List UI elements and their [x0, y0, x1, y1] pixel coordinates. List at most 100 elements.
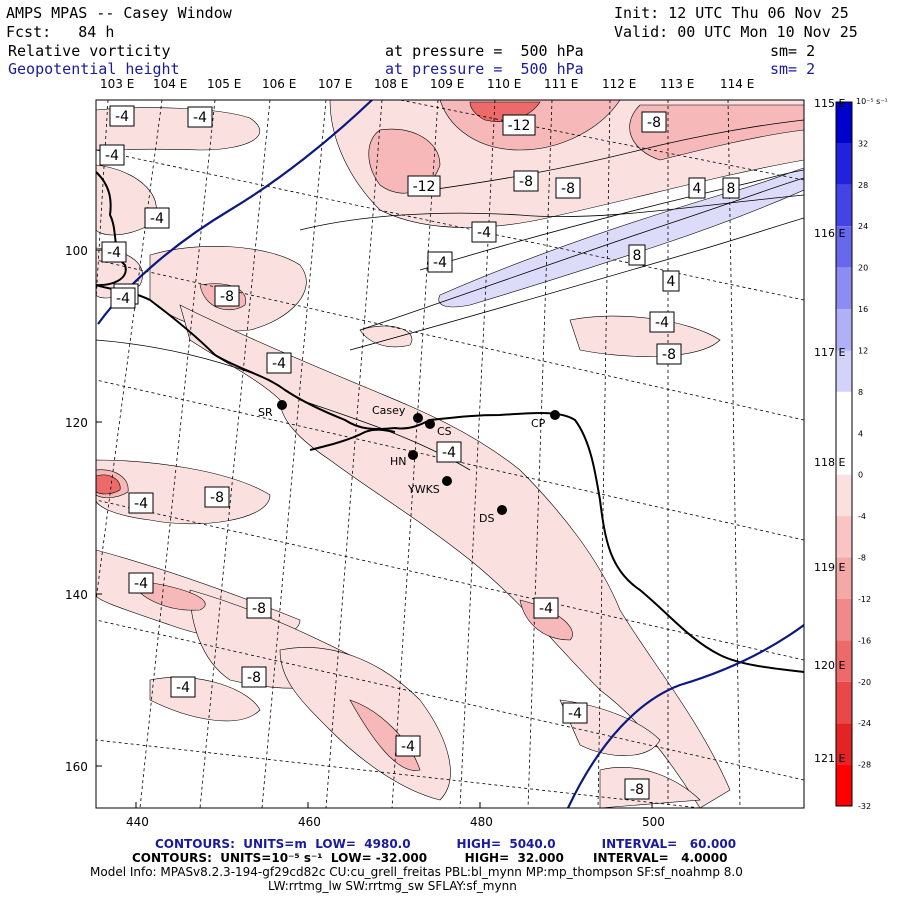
contour-label-box — [427, 251, 453, 273]
colorbar: 32 28 24 20 16 12 8 4 0 -4 -8 -12 -16 -20 -24 -28 -32 — [835, 101, 871, 811]
lon-label-top: 107 E — [318, 77, 353, 91]
colorbar-label: -24 — [858, 719, 871, 728]
colorbar-label: -4 — [858, 512, 866, 521]
contour-label-box — [649, 311, 675, 333]
colorbar-segment — [836, 226, 852, 268]
colorbar-label: 20 — [858, 264, 868, 273]
contour-label-box — [641, 111, 667, 133]
contour-label-box — [513, 170, 539, 192]
station-marker — [442, 476, 452, 486]
contour-label-box — [562, 702, 588, 724]
contour-label-box — [436, 441, 462, 463]
contour-label: -4 — [105, 148, 119, 164]
forecast-hour: Fcst: 84 h — [6, 23, 115, 41]
station-label: CS — [437, 425, 452, 438]
contour-label-box — [471, 221, 497, 243]
colorbar-label: -32 — [858, 802, 871, 811]
contour-label-box — [109, 105, 135, 127]
contour-label: -4 — [477, 225, 491, 241]
contour-label: 4 — [693, 181, 702, 197]
contour-label-group: -4 -4 -4 -4 -4 -8 -4 -12 -12 -8 -8 -8 4 8 8 -4 -4 4 -4 -8 -4… — [99, 105, 740, 800]
station-marker — [497, 505, 507, 515]
colorbar-unit: 10⁻⁵ s⁻¹ — [856, 97, 888, 106]
coastline — [96, 171, 804, 673]
colorbar-label: 24 — [858, 222, 868, 231]
plot-title: AMPS MPAS -- Casey Window — [6, 4, 232, 22]
contour-label: -8 — [220, 289, 234, 305]
colorbar-segment — [836, 681, 852, 724]
axis-ticks — [96, 249, 653, 808]
x-tick-label: 500 — [642, 815, 665, 829]
station-label: DS — [479, 512, 494, 525]
contour-label-box — [662, 270, 680, 292]
contour-label-box — [624, 778, 650, 800]
contour-label-box — [128, 572, 154, 594]
lon-label-right: 117 E — [814, 346, 846, 359]
contour-label: -4 — [150, 211, 164, 227]
y-tick-label: 100 — [65, 244, 88, 258]
y-tick-label: 120 — [65, 416, 88, 430]
contour-label-box — [628, 244, 646, 266]
contour-label-box — [99, 144, 125, 166]
contour-label-box — [407, 175, 441, 197]
colorbar-label: 0 — [858, 471, 863, 480]
colorbar-segment — [836, 309, 852, 351]
colorbar-frame — [835, 101, 853, 807]
colorbar-segment — [836, 474, 852, 517]
contour-label-box — [656, 343, 682, 365]
colorbar-segment — [836, 433, 852, 475]
lon-label-top: 106 E — [262, 77, 297, 91]
contour-label: -8 — [519, 174, 533, 190]
lon-label-top: 113 E — [660, 77, 695, 91]
lon-label-right: 120 E — [814, 659, 846, 672]
colorbar-segment — [836, 350, 852, 392]
footer-vorticity-contours: CONTOURS: UNITS=10⁻⁵ s⁻¹ LOW= -32.000 HI… — [132, 851, 728, 865]
contour-label: -4 — [193, 110, 207, 126]
footer-model-info: Model Info: MPASv8.2.3-194-gf29cd82c CU:… — [90, 865, 743, 879]
contour-label: -12 — [413, 179, 436, 195]
contour-label: -4 — [539, 601, 553, 617]
contour-label: -4 — [655, 315, 669, 331]
contour-label: 8 — [727, 181, 736, 197]
field2-name: Geopotential height — [8, 60, 180, 78]
lon-label-right: 121 E — [814, 752, 846, 765]
contour-label: -8 — [647, 115, 661, 131]
colorbar-segment — [836, 640, 852, 682]
vorticity-shading-positive — [438, 167, 804, 308]
contour-label-box — [204, 486, 230, 508]
contour-label: -4 — [134, 496, 148, 512]
map-field — [96, 100, 804, 808]
colorbar-label: -12 — [858, 595, 871, 604]
contour-label: -12 — [508, 118, 531, 134]
colorbar-label: -20 — [858, 678, 871, 687]
station-marker — [413, 413, 423, 423]
colorbar-label: 16 — [858, 305, 868, 314]
contour-label: -8 — [247, 670, 261, 686]
contour-label: -8 — [561, 181, 575, 197]
lon-label-right: 119 E — [814, 561, 846, 574]
footer-model-info-2: LW:rrtmg_lw SW:rrtmg_sw SFLAY:sf_mynn — [268, 879, 517, 893]
colorbar-segment — [836, 143, 852, 185]
colorbar-label: -8 — [858, 554, 866, 563]
lon-label-top: 112 E — [602, 77, 637, 91]
contour-label-box — [395, 735, 421, 757]
valid-time: Valid: 00 UTC Mon 10 Nov 25 — [614, 23, 858, 41]
colorbar-segment — [836, 184, 852, 227]
field1-level: at pressure = 500 hPa — [385, 42, 584, 60]
colorbar-label: 28 — [858, 181, 868, 190]
colorbar-label: 4 — [858, 429, 863, 438]
x-tick-label: 440 — [126, 815, 149, 829]
contour-label: -4 — [568, 706, 582, 722]
lon-label-top: 114 E — [720, 77, 755, 91]
contour-label-box — [502, 114, 536, 136]
contour-label-box — [101, 241, 127, 263]
colorbar-segment — [836, 723, 852, 765]
colorbar-label: 12 — [858, 346, 868, 355]
contour-label-box — [533, 597, 559, 619]
station-marker — [277, 400, 287, 410]
contour-label: -4 — [401, 739, 415, 755]
colorbar-segment — [836, 516, 852, 558]
colorbar-segment — [836, 391, 852, 434]
contour-label: -4 — [107, 245, 121, 261]
field1-name: Relative vorticity — [8, 42, 171, 60]
